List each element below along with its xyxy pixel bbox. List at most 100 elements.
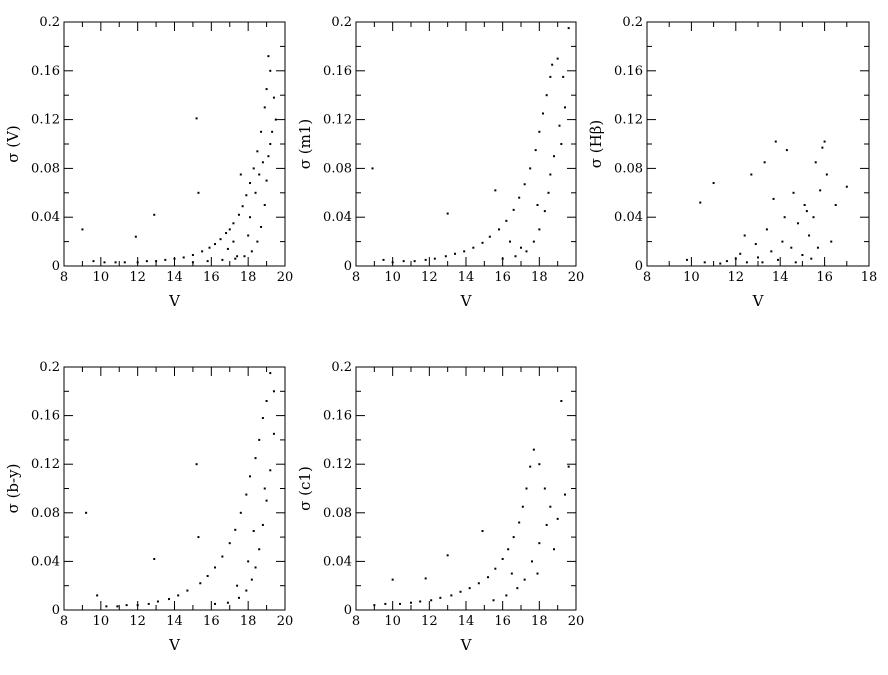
data-point [564,493,566,496]
data-point [177,594,180,597]
data-point [463,250,466,253]
data-point [245,194,248,197]
x-axis-label: V [168,292,181,310]
data-point [510,572,513,575]
data-point [783,216,786,219]
data-point [182,256,185,259]
x-tick-label: 10 [93,614,110,629]
data-point [156,600,159,603]
y-tick-label: 0.08 [614,161,643,176]
data-point [834,204,837,206]
data-point [254,566,257,569]
y-tick-label: 0.04 [31,554,60,569]
data-point [772,197,775,200]
data-point [725,260,728,263]
data-point [520,246,522,249]
data-point [532,448,535,451]
data-point [191,261,194,264]
data-point [543,487,546,490]
data-point [549,505,552,508]
y-tick-label: 0.04 [323,210,352,225]
y-tick-label: 0.2 [331,15,352,30]
data-point [543,210,546,213]
data-point [269,143,272,145]
data-point [512,536,515,539]
data-point [254,191,257,194]
data-point [712,182,715,185]
data-point [553,548,555,551]
data-point [269,372,272,375]
x-axis-label: V [168,636,181,654]
data-point [805,210,808,213]
data-point [560,400,563,403]
data-point [226,601,229,604]
data-point [507,548,510,551]
data-point [206,260,209,263]
y-tick-label: 0.12 [31,113,60,128]
data-point [556,57,559,60]
data-point [123,261,126,264]
data-point [845,185,848,188]
data-point [757,256,759,259]
y-tick-label: 0.16 [31,409,60,424]
x-tick-label: 18 [531,270,548,285]
x-tick-label: 10 [683,270,700,285]
y-tick-label: 0 [344,603,352,618]
data-point [272,96,275,99]
data-point [199,582,202,585]
data-point [103,261,106,264]
data-point [219,238,222,241]
data-point [243,255,246,258]
plot-frame [355,21,577,267]
data-point [265,179,268,182]
data-point [237,213,240,216]
data-point [825,173,828,176]
data-point [459,590,462,593]
data-point [796,222,799,225]
x-tick-label: 18 [861,270,878,285]
y-tick-label: 0.16 [323,64,352,79]
data-point [419,600,422,603]
panel-sigma-b-y: 8 10 12 14 16 18 20 0 0.04 0.08 0.12 0.16 0.2 Vσ (b-y… [4,360,293,654]
data-point [444,255,447,258]
data-point [214,602,217,605]
data-point [261,417,264,420]
x-tick-label: 16 [494,614,511,629]
data-point [830,240,833,243]
data-point [494,567,497,570]
data-point [454,252,456,255]
y-tick-label: 0.16 [31,64,60,79]
data-point [518,196,521,199]
data-point [763,161,766,164]
data-point [545,94,548,97]
data-point [501,257,504,260]
x-tick-label: 8 [60,270,68,285]
panel-sigma-c1: 8 10 12 14 16 18 20 0 0.04 0.08 0.12 0.16 0.2 Vσ (c1) [296,360,584,654]
data-point [821,146,824,149]
y-tick-label: 0.16 [323,409,352,424]
data-point [136,604,139,607]
data-point [147,602,150,605]
data-point [801,254,804,257]
x-tick-label: 8 [643,270,651,285]
data-point [167,598,170,601]
data-point [542,112,544,115]
data-point [556,517,559,520]
data-point [252,530,255,533]
data-point [567,465,570,468]
x-tick-label: 14 [772,270,789,285]
data-point [272,432,275,435]
data-point [261,161,264,164]
data-point [472,246,475,249]
data-point [532,240,535,243]
data-point [164,258,167,261]
x-axis-label: V [460,636,473,654]
x-tick-label: 12 [421,614,438,629]
x-tick-label: 20 [568,270,585,285]
data-point [523,183,526,186]
data-point [105,605,108,608]
data-point [195,463,198,466]
x-tick-label: 14 [458,270,475,285]
data-point [560,143,563,145]
data-point [136,261,139,264]
